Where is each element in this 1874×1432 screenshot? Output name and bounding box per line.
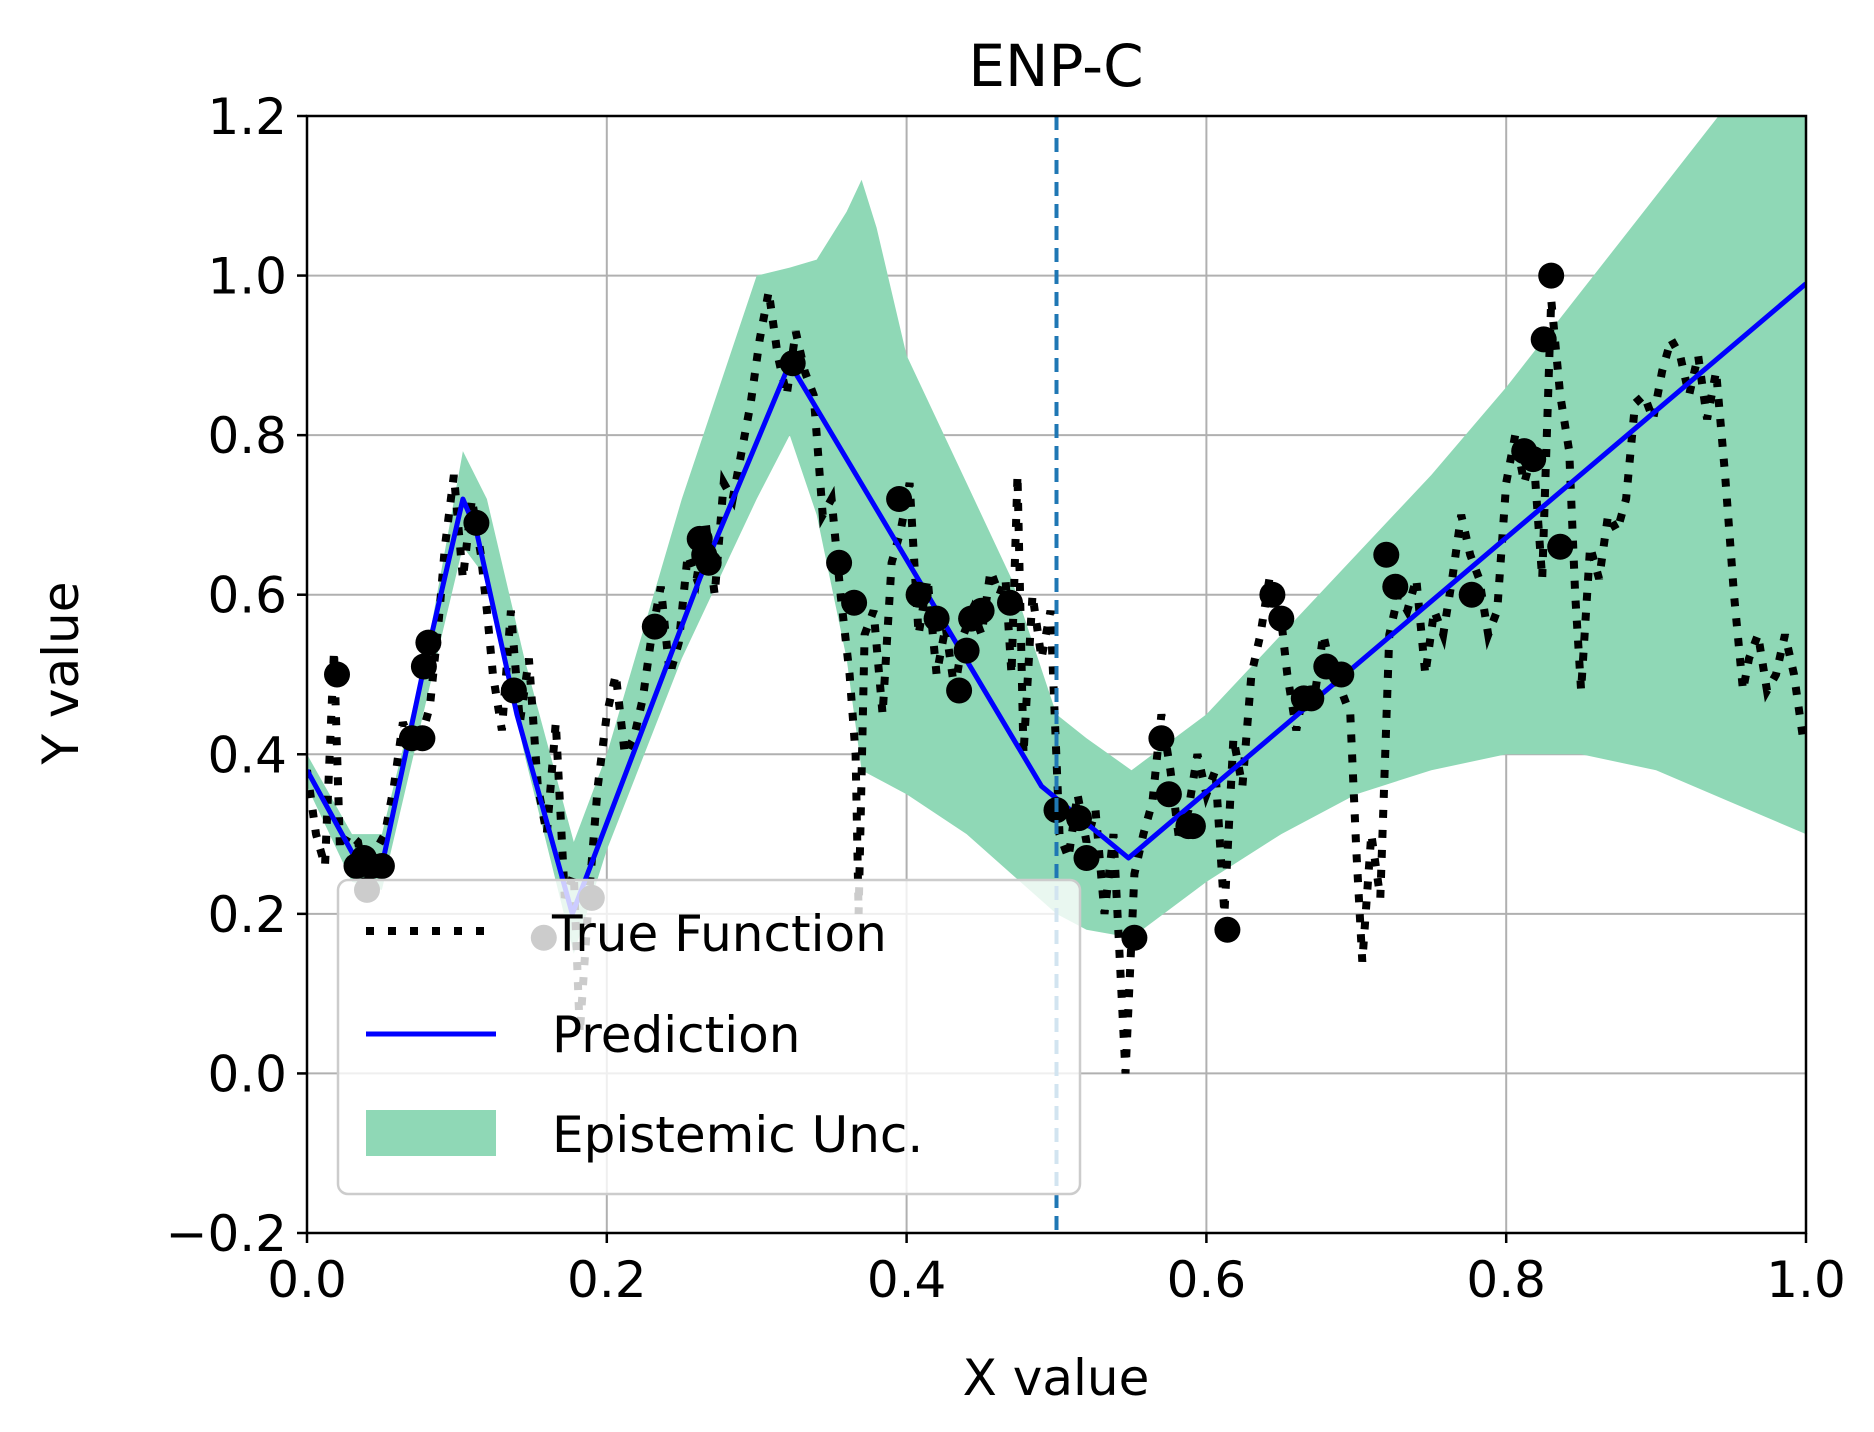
context-point bbox=[409, 725, 436, 752]
true-function-line bbox=[307, 290, 1806, 1074]
y-tick-label: 0.0 bbox=[207, 1045, 287, 1103]
context-point bbox=[905, 581, 932, 608]
context-point bbox=[779, 350, 806, 377]
legend-box bbox=[336, 878, 1082, 1196]
context-point bbox=[826, 549, 853, 576]
context-point bbox=[415, 629, 442, 656]
context-point bbox=[1148, 725, 1175, 752]
y-tick-label: 0.2 bbox=[207, 886, 287, 944]
context-point bbox=[923, 605, 950, 632]
x-tick-label: 0.0 bbox=[267, 1251, 347, 1309]
context-point bbox=[1155, 781, 1182, 808]
y-axis-label: Y value bbox=[32, 581, 90, 765]
context-point bbox=[463, 509, 490, 536]
context-point bbox=[1547, 533, 1574, 560]
context-point bbox=[946, 677, 973, 704]
plot-frame bbox=[305, 114, 1808, 1235]
context-point bbox=[324, 661, 350, 688]
y-tick-label: 0.6 bbox=[207, 567, 287, 625]
context-point bbox=[695, 549, 722, 576]
context-point bbox=[1382, 573, 1409, 600]
legend-uncertainty-label: Epistemic Unc. bbox=[552, 1106, 923, 1164]
uncertainty-band bbox=[307, 116, 1806, 954]
legend: True Function Prediction Epistemic Unc. bbox=[336, 878, 1082, 1196]
context-point bbox=[1214, 916, 1241, 943]
context-point bbox=[1179, 813, 1206, 840]
legend-uncertainty-swatch bbox=[366, 1110, 496, 1156]
context-point bbox=[1328, 661, 1355, 688]
axis-ticks: 0.0 0.2 0.4 0.6 0.8 1.0−0.20.00.20.40.60.81.0… bbox=[166, 88, 1846, 1309]
x-axis-label: X value bbox=[963, 1349, 1150, 1407]
true-function-layer bbox=[307, 290, 1806, 1074]
x-tick-label: 1.0 bbox=[1766, 1251, 1846, 1309]
context-point bbox=[1458, 581, 1485, 608]
context-point bbox=[968, 597, 995, 624]
context-point bbox=[368, 853, 395, 879]
context-point bbox=[1298, 685, 1325, 712]
context-point bbox=[1121, 924, 1148, 951]
chart-title: ENP-C bbox=[968, 32, 1143, 100]
context-point bbox=[1373, 541, 1400, 568]
x-tick-label: 0.2 bbox=[567, 1251, 647, 1309]
legend-true-function-label: True Function bbox=[551, 905, 887, 963]
context-point bbox=[641, 613, 668, 640]
context-point bbox=[953, 637, 980, 664]
x-tick-label: 0.6 bbox=[1167, 1251, 1247, 1309]
context-point bbox=[997, 589, 1023, 616]
y-tick-label: −0.2 bbox=[166, 1205, 287, 1263]
context-point bbox=[1259, 581, 1286, 608]
context-point bbox=[1073, 845, 1100, 871]
legend-prediction-label: Prediction bbox=[552, 1006, 800, 1064]
x-tick-label: 0.4 bbox=[867, 1251, 947, 1309]
y-tick-label: 0.4 bbox=[207, 726, 287, 784]
context-point bbox=[1066, 805, 1092, 832]
context-point bbox=[500, 677, 527, 704]
context-point bbox=[1268, 605, 1295, 632]
x-tick-label: 0.8 bbox=[1466, 1251, 1546, 1309]
context-point bbox=[1520, 446, 1547, 473]
uncertainty-band-layer bbox=[307, 116, 1806, 954]
context-point bbox=[1538, 262, 1565, 289]
context-point bbox=[841, 589, 868, 616]
context-point bbox=[886, 486, 913, 512]
context-point bbox=[410, 653, 437, 680]
context-point bbox=[1530, 326, 1557, 353]
y-tick-label: 1.0 bbox=[207, 248, 287, 306]
y-tick-label: 0.8 bbox=[207, 407, 287, 465]
y-tick-label: 1.2 bbox=[207, 88, 287, 146]
